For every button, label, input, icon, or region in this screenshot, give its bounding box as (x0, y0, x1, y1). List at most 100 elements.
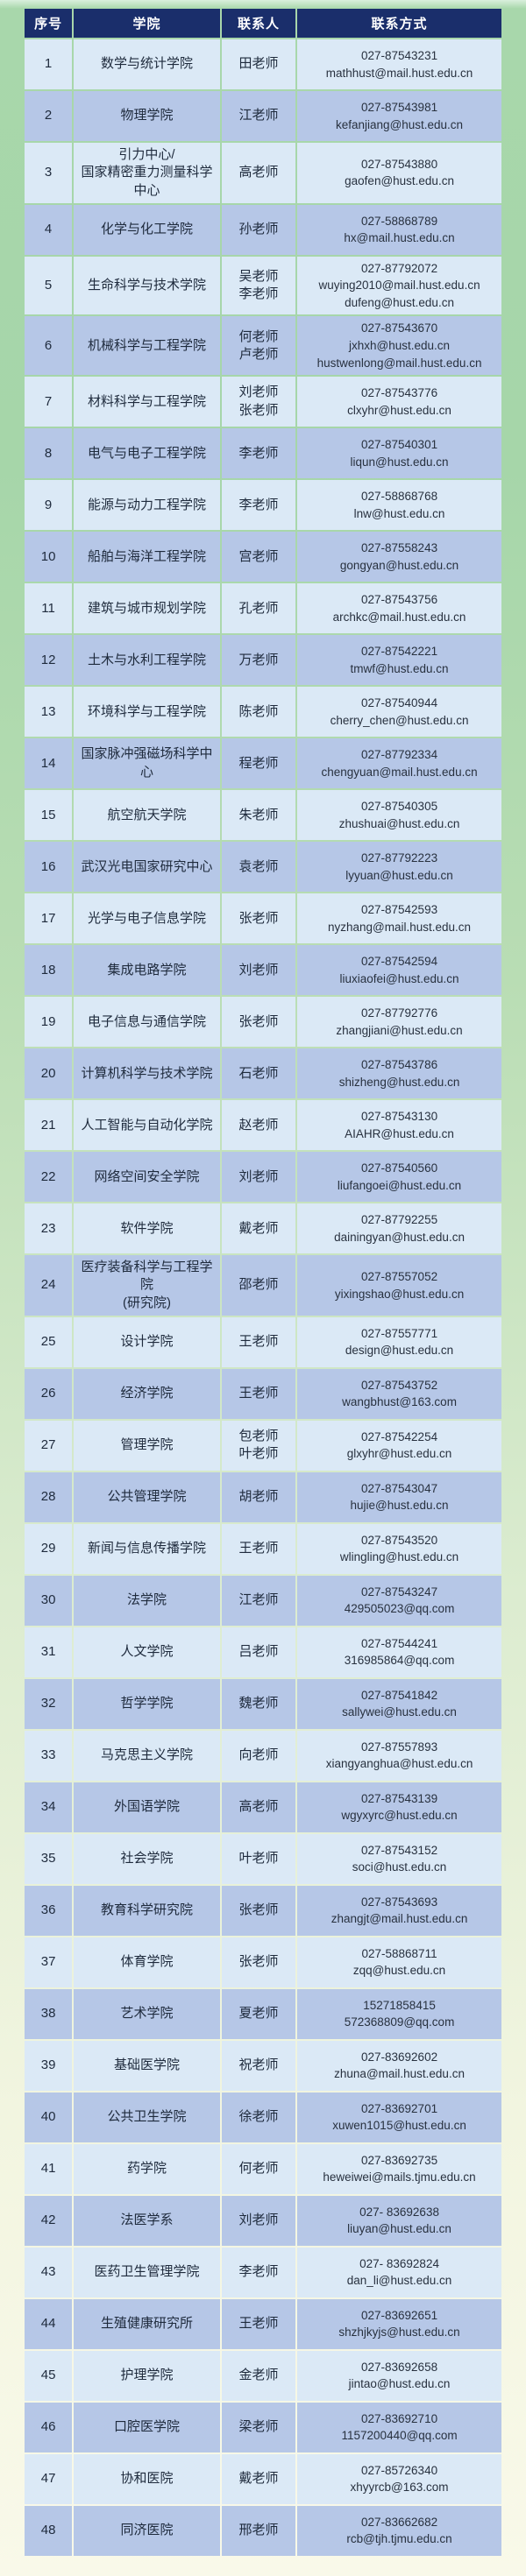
table-row: 12 土木与水利工程学院 万老师 027-87542221 tmwf@hust.edu… (25, 635, 501, 686)
row-number: 7 (25, 377, 73, 427)
table-row: 35 社会学院 叶老师 027-87543152 soci@hust.edu.cn (25, 1833, 501, 1884)
contact-person: 邵老师 (221, 1255, 296, 1316)
school-name: 体育学院 (74, 1937, 220, 1987)
contact-info: 027-87543880 gaofen@hust.edu.cn (297, 143, 501, 203)
contact-info: 027-83662682 rcb@tjh.tjmu.edu.cn (297, 2505, 501, 2556)
school-name: 计算机科学与技术学院 (74, 1048, 220, 1099)
school-name: 社会学院 (74, 1833, 220, 1884)
contact-person: 田老师 (221, 39, 296, 89)
contact-person: 吴老师 李老师 (221, 256, 296, 315)
contact-person: 向老师 (221, 1730, 296, 1781)
row-number: 21 (25, 1100, 73, 1151)
row-number: 46 (25, 2402, 73, 2452)
table-body: 1 数学与统计学院 田老师 027-87543231 mathhust@mail.hu… (25, 39, 501, 2556)
contact-info: 027-87543047 hujie@hust.edu.cn (297, 1471, 501, 1522)
contact-info: 027-58868768 lnw@hust.edu.cn (297, 480, 501, 531)
row-number: 12 (25, 635, 73, 686)
row-number: 24 (25, 1255, 73, 1316)
contact-info: 027-87792223 lyyuan@hust.edu.cn (297, 842, 501, 893)
row-number: 36 (25, 1885, 73, 1936)
row-number: 16 (25, 842, 73, 893)
contact-info: 027-87543247 429505023@qq.com (297, 1575, 501, 1626)
row-number: 30 (25, 1575, 73, 1626)
school-name: 基础医学院 (74, 2040, 220, 2091)
contact-info: 027-87543752 wangbhust@163.com (297, 1368, 501, 1419)
contact-info: 027-87542593 nyzhang@mail.hust.edu.cn (297, 893, 501, 944)
table-row: 5 生命科学与技术学院 吴老师 李老师 027-87792072 wuying2010… (25, 256, 501, 315)
school-name: 引力中心/ 国家精密重力测量科学中心 (74, 143, 220, 203)
row-number: 2 (25, 91, 73, 141)
row-number: 31 (25, 1627, 73, 1677)
header-cell-no: 序号 (25, 9, 73, 38)
table-row: 34 外国语学院 高老师 027-87543139 wgyxyrc@hust.edu.… (25, 1782, 501, 1832)
row-number: 41 (25, 2143, 73, 2194)
contact-info: 027-87543693 zhangjt@mail.hust.edu.cn (297, 1885, 501, 1936)
row-number: 19 (25, 997, 73, 1048)
school-name: 能源与动力工程学院 (74, 480, 220, 531)
table-row: 43 医药卫生管理学院 李老师 027- 83692824 dan_li@hust.e… (25, 2247, 501, 2297)
contact-person: 李老师 (221, 428, 296, 479)
contact-info: 027-83692710 1157200440@qq.com (297, 2402, 501, 2452)
row-number: 10 (25, 532, 73, 582)
row-number: 5 (25, 256, 73, 315)
contact-person: 邢老师 (221, 2505, 296, 2556)
contact-info: 027-87558243 gongyan@hust.edu.cn (297, 532, 501, 582)
school-name: 马克思主义学院 (74, 1730, 220, 1781)
table-row: 14 国家脉冲强磁场科学中心 程老师 027-87792334 chengyuan@m… (25, 738, 501, 789)
table-row: 41 药学院 何老师 027-83692735 heweiwei@mails.tjmu… (25, 2143, 501, 2194)
contact-table: 序号 学院 联系人 联系方式 1 数学与统计学院 田老师 027-87543231 m… (23, 7, 503, 2558)
table-row: 40 公共卫生学院 徐老师 027-83692701 xuwen1015@hust.e… (25, 2092, 501, 2142)
school-name: 人文学院 (74, 1627, 220, 1677)
row-number: 32 (25, 1678, 73, 1729)
contact-info: 027-87543981 kefanjiang@hust.edu.cn (297, 91, 501, 141)
table-row: 1 数学与统计学院 田老师 027-87543231 mathhust@mail.hu… (25, 39, 501, 89)
table-row: 23 软件学院 戴老师 027-87792255 dainingyan@hust.ed… (25, 1203, 501, 1254)
table-row: 8 电气与电子工程学院 李老师 027-87540301 liqun@hust.edu… (25, 428, 501, 479)
row-number: 45 (25, 2350, 73, 2401)
school-name: 生命科学与技术学院 (74, 256, 220, 315)
contact-info: 15271858415 572368809@qq.com (297, 1988, 501, 2039)
school-name: 药学院 (74, 2143, 220, 2194)
row-number: 14 (25, 738, 73, 789)
school-name: 公共卫生学院 (74, 2092, 220, 2142)
contact-person: 刘老师 张老师 (221, 377, 296, 427)
contact-person: 朱老师 (221, 790, 296, 841)
school-name: 物理学院 (74, 91, 220, 141)
table-row: 10 船舶与海洋工程学院 宫老师 027-87558243 gongyan@hust.… (25, 532, 501, 582)
contact-info: 027-87543756 archkc@mail.hust.edu.cn (297, 583, 501, 634)
contact-person: 宫老师 (221, 532, 296, 582)
school-name: 艺术学院 (74, 1988, 220, 2039)
contact-person: 袁老师 (221, 842, 296, 893)
school-name: 外国语学院 (74, 1782, 220, 1832)
header-cell-info: 联系方式 (297, 9, 501, 38)
contact-person: 程老师 (221, 738, 296, 789)
contact-person: 高老师 (221, 1782, 296, 1832)
contact-person: 祝老师 (221, 2040, 296, 2091)
contact-info: 027-58868789 hx@mail.hust.edu.cn (297, 204, 501, 255)
contact-person: 金老师 (221, 2350, 296, 2401)
school-name: 生殖健康研究所 (74, 2298, 220, 2349)
school-name: 管理学院 (74, 1420, 220, 1471)
table-row: 39 基础医学院 祝老师 027-83692602 zhuna@mail.hust.e… (25, 2040, 501, 2091)
school-name: 教育科学研究院 (74, 1885, 220, 1936)
table-row: 17 光学与电子信息学院 张老师 027-87542593 nyzhang@mail.… (25, 893, 501, 944)
school-name: 人工智能与自动化学院 (74, 1100, 220, 1151)
table-row: 44 生殖健康研究所 王老师 027-83692651 shzhjkyjs@hust.… (25, 2298, 501, 2349)
contact-info: 027-87543776 clxyhr@hust.edu.cn (297, 377, 501, 427)
row-number: 42 (25, 2195, 73, 2246)
table-row: 45 护理学院 金老师 027-83692658 jintao@hust.edu.cn (25, 2350, 501, 2401)
table-row: 16 武汉光电国家研究中心 袁老师 027-87792223 lyyuan@hust.… (25, 842, 501, 893)
school-name: 新闻与信息传播学院 (74, 1523, 220, 1574)
contact-info: 027-87557771 design@hust.edu.cn (297, 1316, 501, 1367)
contact-info: 027-87543152 soci@hust.edu.cn (297, 1833, 501, 1884)
contact-person: 刘老师 (221, 2195, 296, 2246)
contact-info: 027- 83692824 dan_li@hust.edu.cn (297, 2247, 501, 2297)
row-number: 22 (25, 1152, 73, 1203)
row-number: 29 (25, 1523, 73, 1574)
contact-person: 李老师 (221, 2247, 296, 2297)
contact-info: 027-87542594 liuxiaofei@hust.edu.cn (297, 945, 501, 996)
table-row: 20 计算机科学与技术学院 石老师 027-87543786 shizheng@hus… (25, 1048, 501, 1099)
school-name: 法医学系 (74, 2195, 220, 2246)
table-row: 4 化学与化工学院 孙老师 027-58868789 hx@mail.hust.edu… (25, 204, 501, 255)
contact-info: 027-87543130 AIAHR@hust.edu.cn (297, 1100, 501, 1151)
